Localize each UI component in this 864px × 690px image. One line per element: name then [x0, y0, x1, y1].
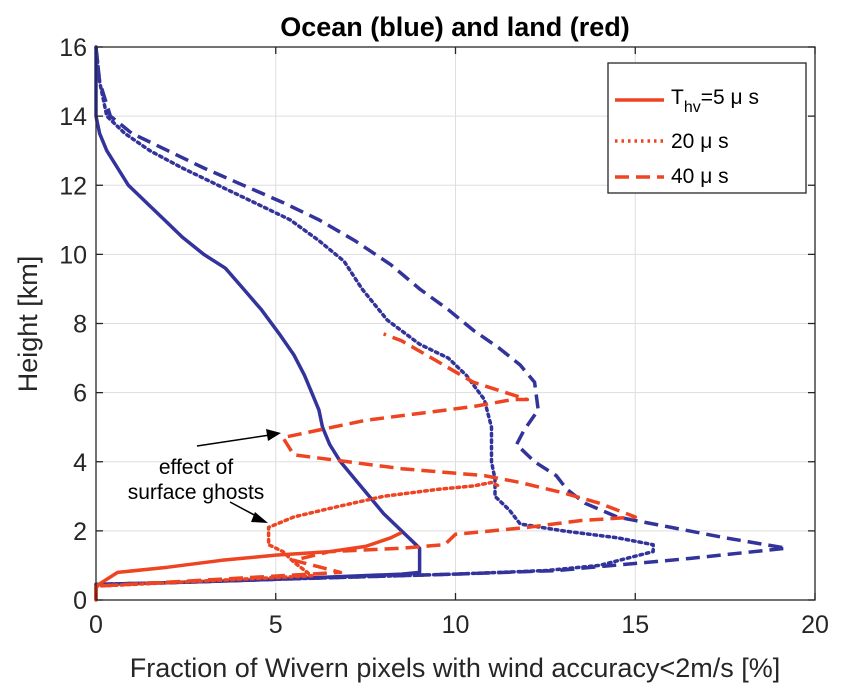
legend-label-solid-sub: hv	[684, 99, 701, 116]
y-axis-label: Height [km]	[13, 256, 43, 393]
legend-label-dotted: 20 μ s	[671, 130, 729, 153]
x-tick-label-4: 20	[801, 611, 829, 639]
series-land-dotted	[94, 480, 501, 602]
legend: Thv=5 μ s 20 μ s 40 μ s	[607, 62, 807, 194]
x-tick-label-0: 0	[89, 611, 103, 639]
legend-label-solid-rest: =5 μ s	[701, 86, 759, 109]
y-tick-label-5: 10	[59, 241, 87, 269]
series-layer	[94, 45, 788, 602]
axes	[95, 46, 816, 601]
chart-title: Ocean (blue) and land (red)	[280, 12, 630, 42]
annotation-arrowhead-lower	[251, 512, 268, 523]
x-tick-label-1: 5	[269, 611, 283, 639]
surface-ghosts-annotation: effect of surface ghosts	[128, 429, 281, 523]
y-tick-label-1: 2	[73, 518, 87, 546]
x-tick-label-3: 15	[621, 611, 649, 639]
annotation-line-2: surface ghosts	[128, 481, 265, 504]
annotation-line-1: effect of	[159, 456, 233, 479]
legend-label-solid: Thv=5 μ s	[671, 86, 759, 116]
y-tick-label-2: 4	[73, 449, 87, 477]
annotation-arrowhead-upper	[266, 429, 281, 441]
y-tick-label-8: 16	[59, 34, 87, 62]
y-tick-label-0: 0	[73, 587, 87, 615]
tick-labels: 0 5 10 15 20 0 2 4 6 8 10 12 14 16	[59, 34, 829, 639]
y-tick-label-7: 14	[59, 103, 87, 131]
series-land-solid	[94, 531, 403, 600]
series-ocean-dashed	[94, 46, 788, 600]
y-tick-label-3: 6	[73, 380, 87, 408]
series-ocean-solid	[94, 47, 422, 600]
y-tick-label-6: 12	[59, 172, 87, 200]
legend-label-dashed: 40 μ s	[671, 165, 729, 188]
legend-label-solid-main: T	[671, 86, 684, 109]
x-axis-label: Fraction of Wivern pixels with wind accu…	[130, 653, 780, 683]
y-tick-label-4: 8	[73, 311, 87, 339]
annotation-arrow-upper	[196, 434, 271, 447]
annotation-arrow-lower	[229, 501, 259, 518]
series-land-dashed	[94, 332, 638, 600]
x-tick-label-2: 10	[442, 611, 470, 639]
